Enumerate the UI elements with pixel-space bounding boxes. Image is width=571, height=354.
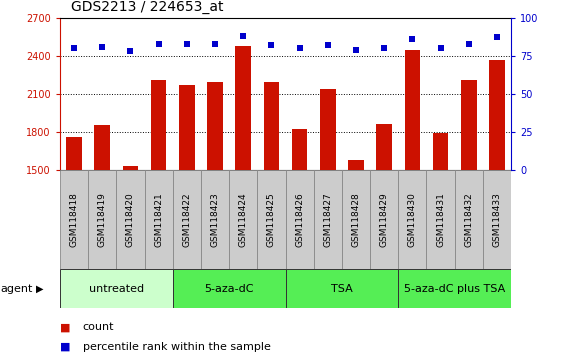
FancyBboxPatch shape: [173, 269, 286, 308]
Point: [295, 45, 304, 51]
Bar: [292, 129, 307, 170]
Point: [70, 45, 79, 51]
FancyBboxPatch shape: [455, 170, 483, 269]
Bar: [94, 125, 110, 170]
Text: GSM118428: GSM118428: [352, 192, 360, 247]
FancyBboxPatch shape: [229, 170, 258, 269]
Text: 5-aza-dC plus TSA: 5-aza-dC plus TSA: [404, 284, 505, 293]
FancyBboxPatch shape: [173, 170, 201, 269]
Point: [239, 33, 248, 39]
Bar: [123, 166, 138, 170]
Text: GSM118431: GSM118431: [436, 192, 445, 247]
Bar: [151, 80, 166, 170]
Bar: [207, 82, 223, 170]
Bar: [66, 137, 82, 170]
Text: GSM118422: GSM118422: [182, 192, 191, 247]
FancyBboxPatch shape: [483, 170, 511, 269]
Text: GSM118423: GSM118423: [211, 192, 219, 247]
Text: 5-aza-dC: 5-aza-dC: [204, 284, 254, 293]
Bar: [320, 89, 336, 170]
FancyBboxPatch shape: [286, 170, 313, 269]
FancyBboxPatch shape: [144, 170, 173, 269]
FancyBboxPatch shape: [342, 170, 370, 269]
Point: [351, 47, 360, 52]
Bar: [264, 82, 279, 170]
Text: GSM118430: GSM118430: [408, 192, 417, 247]
FancyBboxPatch shape: [427, 170, 455, 269]
Text: ▶: ▶: [36, 284, 43, 293]
FancyBboxPatch shape: [60, 269, 173, 308]
FancyBboxPatch shape: [370, 170, 399, 269]
Point: [126, 48, 135, 54]
Bar: [433, 133, 448, 170]
Text: count: count: [83, 322, 114, 332]
Text: percentile rank within the sample: percentile rank within the sample: [83, 342, 271, 352]
Bar: [489, 60, 505, 170]
Text: GSM118420: GSM118420: [126, 192, 135, 247]
Text: ■: ■: [60, 322, 70, 332]
Point: [436, 45, 445, 51]
Text: ■: ■: [60, 342, 70, 352]
Point: [154, 41, 163, 46]
Bar: [461, 80, 477, 170]
Text: GSM118424: GSM118424: [239, 192, 248, 247]
Text: agent: agent: [1, 284, 33, 293]
Point: [98, 44, 107, 50]
Text: GSM118421: GSM118421: [154, 192, 163, 247]
Point: [464, 41, 473, 46]
Text: GDS2213 / 224653_at: GDS2213 / 224653_at: [71, 0, 224, 14]
Bar: [376, 124, 392, 170]
Text: GSM118432: GSM118432: [464, 192, 473, 247]
FancyBboxPatch shape: [399, 170, 427, 269]
FancyBboxPatch shape: [116, 170, 144, 269]
Point: [380, 45, 389, 51]
Text: GSM118433: GSM118433: [492, 192, 501, 247]
Text: TSA: TSA: [331, 284, 353, 293]
Point: [492, 35, 501, 40]
Point: [182, 41, 191, 46]
FancyBboxPatch shape: [60, 170, 88, 269]
Text: GSM118426: GSM118426: [295, 192, 304, 247]
Text: GSM118429: GSM118429: [380, 192, 389, 247]
Point: [211, 41, 220, 46]
FancyBboxPatch shape: [258, 170, 286, 269]
Bar: [348, 160, 364, 170]
Text: untreated: untreated: [89, 284, 144, 293]
Point: [267, 42, 276, 48]
FancyBboxPatch shape: [201, 170, 229, 269]
Text: GSM118418: GSM118418: [70, 192, 79, 247]
FancyBboxPatch shape: [286, 269, 399, 308]
FancyBboxPatch shape: [313, 170, 342, 269]
Bar: [405, 50, 420, 170]
Text: GSM118419: GSM118419: [98, 192, 107, 247]
Text: GSM118425: GSM118425: [267, 192, 276, 247]
Bar: [179, 85, 195, 170]
Point: [408, 36, 417, 42]
Point: [323, 42, 332, 48]
Bar: [235, 46, 251, 170]
Text: GSM118427: GSM118427: [323, 192, 332, 247]
FancyBboxPatch shape: [88, 170, 116, 269]
FancyBboxPatch shape: [399, 269, 511, 308]
